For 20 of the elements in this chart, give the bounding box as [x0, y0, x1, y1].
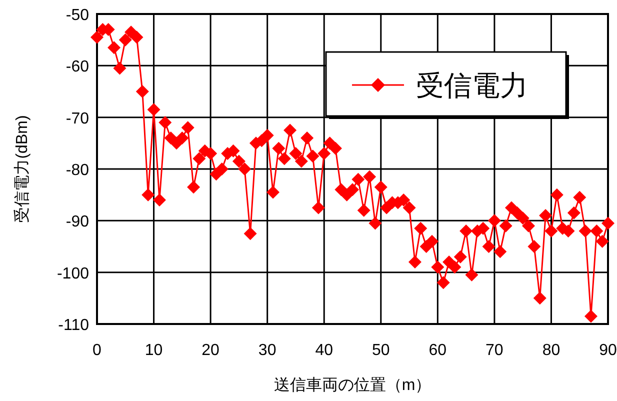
x-tick-label: 90	[599, 342, 617, 359]
y-tick-label: -80	[66, 162, 90, 179]
y-tick-label: -110	[58, 317, 90, 334]
x-tick-label: 30	[258, 342, 276, 359]
x-tick-label: 80	[542, 342, 560, 359]
x-tick-label: 70	[486, 342, 504, 359]
y-tick-label: -60	[66, 58, 90, 76]
legend-label: 受信電力	[416, 70, 528, 101]
x-tick-label: 60	[428, 342, 447, 359]
y-tick-label: -100	[56, 265, 90, 282]
x-tick-label: 10	[144, 342, 163, 359]
y-tick-label: -50	[66, 7, 90, 24]
y-tick-label: -90	[66, 214, 90, 231]
y-tick-label: -70	[66, 110, 90, 128]
x-axis-title: 送信車両の位置（m）	[274, 376, 432, 394]
x-tick-label: 20	[202, 342, 220, 359]
x-tick-label: 50	[372, 342, 390, 359]
x-tick-label: 40	[315, 342, 334, 359]
y-axis-title: 受信電力(dBm)	[13, 115, 31, 223]
x-tick-label: 0	[92, 342, 102, 359]
